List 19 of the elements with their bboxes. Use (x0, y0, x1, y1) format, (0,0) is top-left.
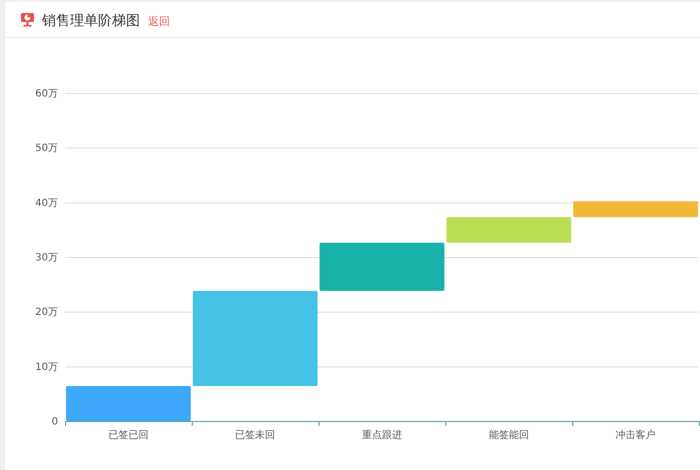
bar (320, 242, 444, 291)
x-tick-label: 已签已回 (108, 430, 148, 441)
bar (66, 386, 191, 421)
y-tick-label: 50万 (35, 143, 58, 154)
y-tick-label: 20万 (35, 307, 58, 318)
bar (192, 290, 318, 386)
text: 返回 (148, 15, 170, 28)
y-tick-label: 40万 (35, 198, 58, 209)
y-tick-label: 0 (52, 416, 58, 428)
x-tick-label: 已签未回 (235, 429, 276, 441)
y-tick-label: 60万 (35, 88, 58, 100)
y-tick-label: 30万 (35, 252, 58, 264)
bar (446, 217, 572, 243)
x-tick-label: 能签能回 (488, 429, 529, 441)
chart-title: 销售理单阶梯图 (41, 13, 140, 29)
bar (573, 201, 698, 218)
x-tick-label: 冲击客户 (616, 429, 656, 441)
y-tick-label: 10万 (35, 362, 58, 373)
x-tick-label: 重点跟进 (362, 429, 402, 441)
